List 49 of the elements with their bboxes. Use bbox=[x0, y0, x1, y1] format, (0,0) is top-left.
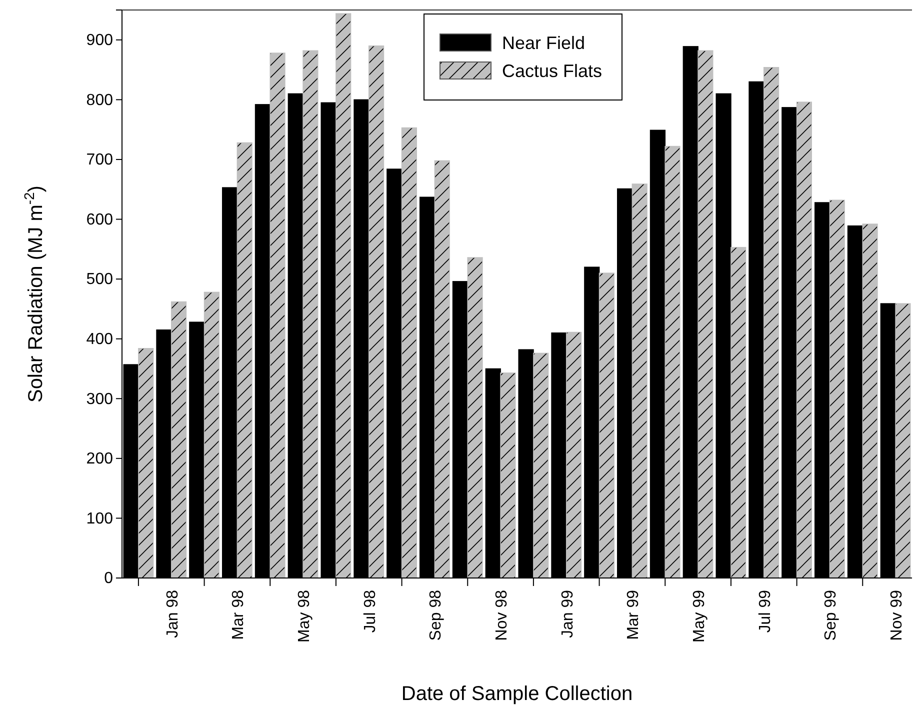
x-tick-label: Jul 98 bbox=[362, 590, 379, 633]
y-tick-label: 200 bbox=[86, 450, 114, 468]
bar bbox=[862, 224, 878, 578]
x-tick-label: May 98 bbox=[296, 590, 314, 642]
bar bbox=[302, 50, 318, 578]
y-tick-label: 700 bbox=[86, 152, 114, 169]
bar bbox=[763, 67, 780, 578]
x-tick-label: Jan 99 bbox=[559, 590, 576, 638]
y-tick-label: 800 bbox=[86, 92, 114, 109]
bar bbox=[434, 160, 450, 578]
x-tick-label: Nov 98 bbox=[494, 590, 511, 641]
bar bbox=[336, 13, 352, 578]
y-tick-label: 900 bbox=[86, 32, 114, 50]
bar bbox=[698, 50, 714, 578]
bar bbox=[533, 352, 549, 578]
bar bbox=[204, 292, 220, 578]
bar bbox=[170, 301, 187, 578]
x-tick-label: May 99 bbox=[691, 590, 708, 642]
bar bbox=[664, 146, 680, 578]
bar bbox=[829, 200, 845, 578]
bar bbox=[138, 348, 154, 578]
x-tick-label: Nov 99 bbox=[888, 590, 906, 641]
bar bbox=[895, 303, 911, 578]
x-axis-title: Date of Sample Collection bbox=[401, 683, 633, 705]
legend-label: Cactus Flats bbox=[502, 61, 602, 81]
x-tick-label: Mar 99 bbox=[625, 590, 642, 640]
bar bbox=[730, 246, 746, 578]
bar bbox=[270, 52, 286, 578]
x-tick-label: Sep 99 bbox=[822, 590, 840, 641]
bar bbox=[566, 332, 582, 578]
bar bbox=[467, 257, 483, 578]
bar bbox=[500, 372, 516, 578]
y-tick-label: 0 bbox=[104, 570, 114, 588]
y-tick-label: 100 bbox=[86, 510, 114, 528]
bar bbox=[796, 102, 812, 578]
y-tick-label: 400 bbox=[86, 330, 114, 348]
legend-label: Near Field bbox=[502, 33, 586, 53]
bar bbox=[598, 272, 615, 578]
x-tick-label: Mar 98 bbox=[230, 590, 248, 640]
x-tick-label: Sep 98 bbox=[428, 590, 445, 641]
x-tick-label: Jul 99 bbox=[756, 590, 774, 633]
bar bbox=[401, 127, 418, 578]
y-tick-label: 300 bbox=[86, 390, 114, 408]
y-tick-label: 500 bbox=[86, 271, 114, 288]
bar bbox=[368, 45, 384, 578]
bar bbox=[632, 184, 648, 578]
y-tick-label: 600 bbox=[86, 211, 114, 228]
x-tick-label: Jan 98 bbox=[164, 590, 182, 638]
bar bbox=[236, 142, 252, 578]
